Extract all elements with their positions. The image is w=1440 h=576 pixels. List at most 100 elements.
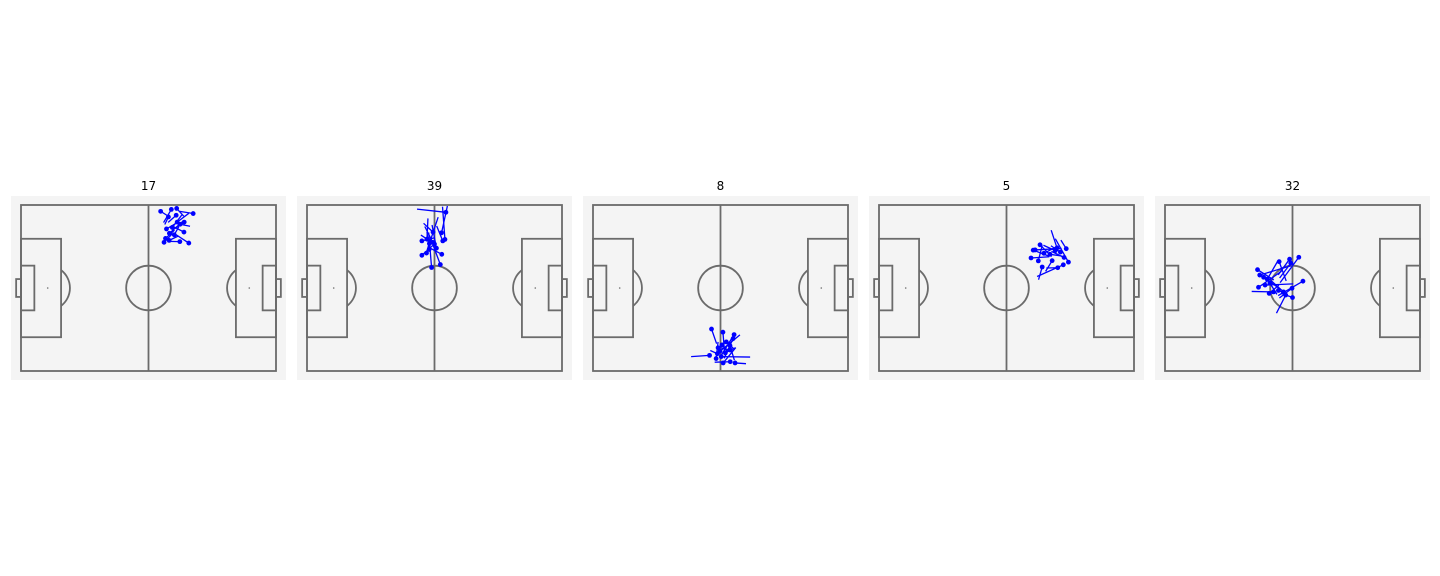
pass-origin-point xyxy=(424,250,429,256)
pass-origin-point xyxy=(186,240,192,246)
pass-series xyxy=(158,206,196,246)
pass-origin-point xyxy=(1257,272,1263,278)
pass-origin-point xyxy=(173,212,179,218)
pass-line xyxy=(1037,245,1043,262)
left-penalty-arc xyxy=(346,269,357,307)
pass-line xyxy=(1266,261,1279,280)
pass-origin-point xyxy=(427,241,432,246)
right-goal xyxy=(1419,278,1426,298)
pass-origin-point xyxy=(1039,264,1045,270)
center-circle xyxy=(125,264,172,312)
right-goal xyxy=(1133,278,1140,298)
panel-title: 32 xyxy=(1285,179,1300,193)
pass-origin-point xyxy=(1063,246,1069,252)
pass-origin-point xyxy=(439,251,445,257)
pass-line xyxy=(1259,265,1291,276)
pass-origin-point xyxy=(1266,290,1272,296)
pass-line xyxy=(428,246,443,255)
left-goal xyxy=(15,278,22,298)
pass-origin-point xyxy=(181,219,187,225)
pass-origin-point xyxy=(181,229,187,235)
pitch-panel-5: 32 xyxy=(1155,179,1430,380)
panel-title: 39 xyxy=(427,179,442,193)
right-goal xyxy=(847,278,854,298)
pass-line xyxy=(416,208,446,213)
center-circle xyxy=(983,264,1030,312)
pass-origin-point xyxy=(1256,284,1261,290)
right-penalty-spot xyxy=(1106,287,1109,289)
pass-line xyxy=(1279,262,1292,279)
pass-origin-point xyxy=(727,359,733,365)
pitch-markings xyxy=(873,204,1140,372)
right-penalty-spot xyxy=(1392,287,1395,289)
pass-series xyxy=(691,326,751,366)
pass-origin-point xyxy=(1261,274,1266,280)
pass-origin-point xyxy=(1300,278,1306,284)
pass-origin-point xyxy=(713,356,719,361)
pass-line xyxy=(691,354,710,358)
pitch-markings xyxy=(15,204,282,372)
right-penalty-spot xyxy=(248,287,251,289)
pass-origin-point xyxy=(1047,251,1053,257)
pass-line xyxy=(722,347,737,364)
panel-title: 8 xyxy=(717,179,725,193)
pass-line xyxy=(1279,256,1300,284)
pass-line xyxy=(1054,238,1069,263)
pass-origin-point xyxy=(720,329,726,335)
pass-origin-point xyxy=(720,360,726,366)
pass-origin-point xyxy=(171,232,177,238)
right-penalty-arc xyxy=(226,269,237,307)
right-goal xyxy=(561,278,568,298)
pass-origin-point xyxy=(1287,256,1292,262)
pass-origin-point xyxy=(709,326,714,332)
right-penalty-spot xyxy=(534,287,537,289)
pass-origin-point xyxy=(707,352,712,358)
right-penalty-arc xyxy=(1084,269,1095,307)
pass-line xyxy=(1030,256,1050,259)
pass-line xyxy=(428,232,433,268)
pass-origin-point xyxy=(1262,282,1268,288)
center-circle xyxy=(411,264,458,312)
pass-origin-point xyxy=(437,262,443,267)
pitch-panel-1: 17 xyxy=(11,179,286,380)
pass-series xyxy=(1028,229,1071,280)
pass-line xyxy=(1278,261,1287,282)
pass-series xyxy=(1251,254,1306,314)
left-penalty-arc xyxy=(60,269,71,307)
pass-line xyxy=(428,217,439,244)
right-penalty-arc xyxy=(798,269,809,307)
pass-series xyxy=(416,205,449,270)
pass-origin-point xyxy=(166,214,171,220)
left-goal xyxy=(587,278,594,298)
right-penalty-arc xyxy=(512,269,523,307)
pass-line xyxy=(1050,229,1058,249)
pass-origin-point xyxy=(1041,250,1047,256)
left-penalty-arc xyxy=(1204,269,1215,307)
pass-origin-point xyxy=(731,332,737,338)
pass-origin-point xyxy=(722,350,728,356)
pass-line xyxy=(171,214,183,228)
pass-line xyxy=(436,225,444,242)
pitch-panels: 17 39 8 5 32 xyxy=(11,179,1430,380)
pass-origin-point xyxy=(1060,262,1066,268)
pass-origin-point xyxy=(429,265,434,270)
right-goal xyxy=(275,278,282,298)
pass-origin-point xyxy=(1296,254,1302,260)
pass-origin-point xyxy=(1290,295,1295,300)
pass-origin-point xyxy=(164,226,169,232)
pass-origin-point xyxy=(1049,258,1055,264)
pass-line xyxy=(1036,264,1064,278)
panel-title: 5 xyxy=(1003,179,1011,193)
pass-origin-point xyxy=(1276,259,1282,265)
pass-origin-point xyxy=(1037,242,1043,248)
pass-origin-point xyxy=(432,241,437,247)
pass-origin-point xyxy=(1255,267,1260,273)
pass-origin-point xyxy=(727,343,733,349)
pass-line xyxy=(176,212,190,223)
pass-line xyxy=(1277,258,1291,276)
left-penalty-spot xyxy=(618,287,621,289)
pass-origin-point xyxy=(158,208,164,214)
pass-origin-point xyxy=(419,238,425,244)
pass-origin-point xyxy=(190,211,196,216)
